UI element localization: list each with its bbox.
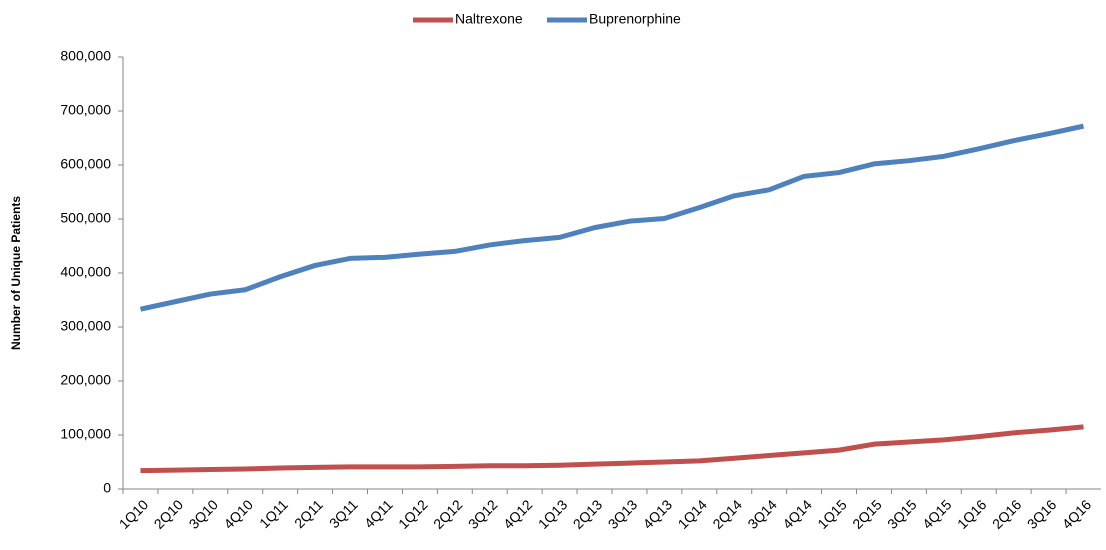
x-tick-label: 3Q16 bbox=[1024, 496, 1060, 532]
x-tick-label: 2Q10 bbox=[151, 496, 187, 532]
x-tick-label: 1Q13 bbox=[535, 496, 571, 532]
x-tick-label: 4Q16 bbox=[1059, 496, 1095, 532]
y-tick-label: 100,000 bbox=[60, 426, 111, 442]
x-tick-label: 1Q10 bbox=[116, 496, 152, 532]
x-tick-label: 2Q16 bbox=[989, 496, 1025, 532]
x-tick-label: 3Q10 bbox=[186, 496, 222, 532]
x-tick-label: 2Q15 bbox=[849, 496, 885, 532]
line-series bbox=[140, 424, 1084, 474]
x-tick-label: 2Q12 bbox=[430, 496, 466, 532]
x-tick-label: 1Q15 bbox=[814, 496, 850, 532]
x-tick-label: 2Q11 bbox=[291, 496, 326, 531]
x-tick-label: 3Q11 bbox=[326, 496, 361, 531]
y-tick-label: 400,000 bbox=[60, 264, 111, 280]
y-tick-label: 600,000 bbox=[60, 156, 111, 172]
y-tick-label: 300,000 bbox=[60, 318, 111, 334]
x-tick-label: 4Q13 bbox=[640, 496, 676, 532]
x-tick-label: 4Q14 bbox=[779, 496, 815, 532]
x-tick-label: 1Q11 bbox=[256, 496, 291, 531]
x-tick-label: 3Q15 bbox=[884, 496, 920, 532]
legend-label: Naltrexone bbox=[455, 11, 523, 27]
line-series bbox=[139, 123, 1085, 312]
y-tick-label: 200,000 bbox=[60, 372, 111, 388]
legend-label: Buprenorphine bbox=[589, 11, 681, 27]
y-tick-label: 500,000 bbox=[60, 210, 111, 226]
y-axis-title: Number of Unique Patients bbox=[9, 196, 23, 350]
x-tick-label: 2Q13 bbox=[570, 496, 606, 532]
y-tick-label: 0 bbox=[103, 480, 111, 496]
x-tick-label: 2Q14 bbox=[709, 496, 745, 532]
x-tick-label: 3Q12 bbox=[465, 496, 501, 532]
y-tick-label: 800,000 bbox=[60, 48, 111, 64]
x-tick-label: 3Q14 bbox=[744, 496, 780, 532]
x-tick-label: 1Q16 bbox=[954, 496, 990, 532]
x-tick-label: 1Q14 bbox=[675, 496, 711, 532]
x-tick-label: 4Q11 bbox=[361, 496, 396, 531]
x-tick-label: 4Q15 bbox=[919, 496, 955, 532]
y-tick-label: 700,000 bbox=[60, 102, 111, 118]
x-tick-label: 3Q13 bbox=[605, 496, 641, 532]
x-tick-label: 4Q10 bbox=[220, 496, 256, 532]
x-tick-label: 1Q12 bbox=[395, 496, 431, 532]
x-tick-label: 4Q12 bbox=[500, 496, 536, 532]
